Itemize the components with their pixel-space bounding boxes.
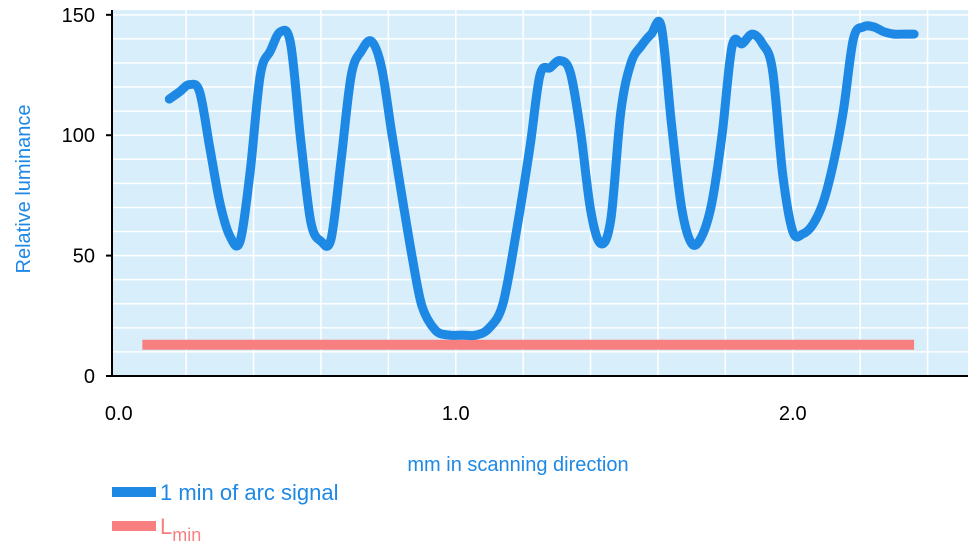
legend-swatch-signal [112, 487, 156, 497]
legend-label-lmin-main: L [160, 514, 172, 539]
legend-label-lmin: Lmin [160, 514, 201, 545]
series-layer [142, 16, 919, 350]
y-tick-label: 0 [84, 366, 95, 388]
legend-item-lmin: Lmin [112, 514, 201, 545]
y-axis-title: Relative luminance [13, 105, 35, 274]
x-tick-label: 0.0 [105, 403, 133, 425]
legend: 1 min of arc signal Lmin [112, 480, 339, 545]
legend-swatch-lmin [112, 521, 156, 531]
legend-label-lmin-subscript: min [172, 525, 201, 545]
legend-label-signal: 1 min of arc signal [160, 480, 339, 505]
legend-item-signal: 1 min of arc signal [112, 480, 339, 505]
signal-line [164, 16, 919, 341]
axes: 0 50 100 150 0.0 1.0 2.0 [62, 5, 968, 425]
x-axis-title: mm in scanning direction [407, 454, 628, 476]
x-tick-label: 1.0 [442, 403, 470, 425]
y-tick-label: 150 [62, 5, 95, 27]
x-tick-label: 2.0 [779, 403, 807, 425]
y-tick-label: 100 [62, 125, 95, 147]
y-tick-label: 50 [73, 246, 95, 268]
